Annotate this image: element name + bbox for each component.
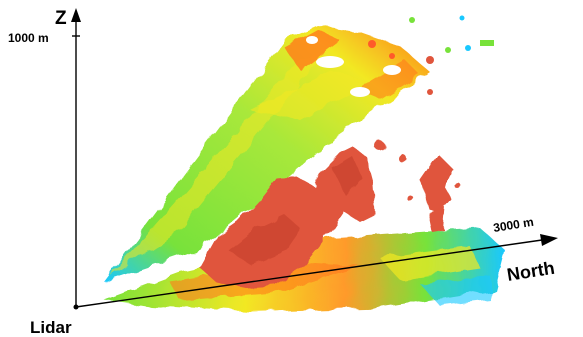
lidar-label: Lidar (30, 318, 72, 337)
z-tick-label: 1000 m (8, 31, 49, 45)
scan-fragments (368, 15, 494, 95)
upper-scan-holes (306, 36, 401, 97)
upper-scan-surface (104, 26, 430, 282)
plume-isosurface (200, 141, 461, 288)
z-axis-label: Z (55, 8, 67, 29)
north-axis-arrowhead (540, 234, 558, 246)
x-tick-label: 3000 m (492, 215, 534, 235)
north-axis-label: North (505, 258, 556, 285)
z-axis-arrowhead (71, 8, 81, 22)
north-axis-line (75, 239, 543, 308)
lidar-origin (73, 304, 79, 310)
